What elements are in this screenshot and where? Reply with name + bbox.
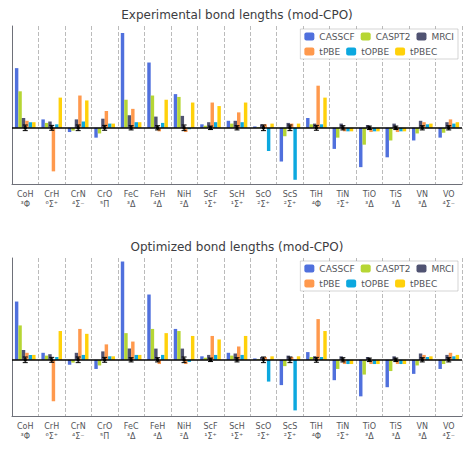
svg-text:³Δ: ³Δ <box>418 432 427 441</box>
svg-text:²Δ: ²Δ <box>180 432 189 441</box>
svg-text:⁶Σ⁺: ⁶Σ⁺ <box>45 432 57 441</box>
svg-text:CASSCF: CASSCF <box>319 264 354 274</box>
svg-text:FeC: FeC <box>124 190 139 199</box>
svg-text:TiN: TiN <box>335 190 349 199</box>
svg-text:tPBE: tPBE <box>319 279 340 289</box>
svg-text:³Δ: ³Δ <box>127 432 136 441</box>
svg-text:CASPT2: CASPT2 <box>376 264 411 274</box>
svg-text:³Δ: ³Δ <box>365 200 374 209</box>
svg-text:⁵Π: ⁵Π <box>100 200 109 209</box>
svg-text:³Δ: ³Δ <box>365 432 374 441</box>
svg-text:⁴Σ⁻: ⁴Σ⁻ <box>443 432 455 441</box>
svg-text:²Δ: ²Δ <box>180 200 189 209</box>
svg-text:²Σ⁺: ²Σ⁺ <box>257 200 269 209</box>
svg-text:VO: VO <box>443 422 455 431</box>
svg-text:⁴Σ⁻: ⁴Σ⁻ <box>443 200 455 209</box>
svg-text:³Φ: ³Φ <box>20 432 30 441</box>
svg-text:TiH: TiH <box>309 422 323 431</box>
svg-text:tOPBE: tOPBE <box>361 47 389 57</box>
svg-text:⁶Σ⁺: ⁶Σ⁺ <box>45 200 57 209</box>
svg-text:Experimental bond lengths (mod: Experimental bond lengths (mod-CPO) <box>121 8 353 22</box>
svg-text:TiN: TiN <box>335 422 349 431</box>
svg-text:⁵Π: ⁵Π <box>100 432 109 441</box>
svg-text:²Σ⁺: ²Σ⁺ <box>337 432 349 441</box>
svg-text:ScH: ScH <box>229 422 245 431</box>
svg-text:⁴Φ: ⁴Φ <box>312 200 322 209</box>
svg-text:tPBE: tPBE <box>319 47 340 57</box>
svg-text:TiS: TiS <box>389 422 402 431</box>
svg-text:³Δ: ³Δ <box>391 432 400 441</box>
svg-text:³Δ: ³Δ <box>127 200 136 209</box>
svg-text:CrO: CrO <box>97 190 112 199</box>
svg-text:NiH: NiH <box>177 190 191 199</box>
svg-text:²Σ⁺: ²Σ⁺ <box>337 200 349 209</box>
svg-text:¹Σ⁺: ¹Σ⁺ <box>204 200 216 209</box>
svg-text:²Σ⁺: ²Σ⁺ <box>284 200 296 209</box>
svg-text:CoH: CoH <box>17 422 33 431</box>
svg-text:NiH: NiH <box>177 422 191 431</box>
svg-text:VN: VN <box>417 422 428 431</box>
svg-text:³Δ: ³Δ <box>418 200 427 209</box>
svg-text:CrN: CrN <box>71 422 86 431</box>
svg-text:¹Σ⁺: ¹Σ⁺ <box>231 200 243 209</box>
svg-text:CrO: CrO <box>97 422 112 431</box>
svg-text:⁴Φ: ⁴Φ <box>312 432 322 441</box>
svg-text:FeH: FeH <box>150 190 165 199</box>
svg-text:³Φ: ³Φ <box>20 200 30 209</box>
svg-text:⁴Δ: ⁴Δ <box>153 432 162 441</box>
svg-text:⁴Σ⁻: ⁴Σ⁻ <box>72 200 84 209</box>
svg-text:TiH: TiH <box>309 190 323 199</box>
svg-text:ScS: ScS <box>283 190 298 199</box>
svg-text:TiO: TiO <box>362 422 376 431</box>
svg-text:MRCI: MRCI <box>431 32 454 42</box>
svg-text:TiO: TiO <box>362 190 376 199</box>
svg-text:CASPT2: CASPT2 <box>376 32 411 42</box>
svg-text:FeC: FeC <box>124 422 139 431</box>
svg-text:ScS: ScS <box>283 422 298 431</box>
svg-text:ScO: ScO <box>256 422 272 431</box>
svg-text:FeH: FeH <box>150 422 165 431</box>
svg-text:VN: VN <box>417 190 428 199</box>
svg-text:MRCI: MRCI <box>431 264 454 274</box>
svg-text:⁴Σ⁻: ⁴Σ⁻ <box>72 432 84 441</box>
svg-text:¹Σ⁺: ¹Σ⁺ <box>231 432 243 441</box>
svg-text:tPBEC: tPBEC <box>410 47 437 57</box>
svg-text:¹Σ⁺: ¹Σ⁺ <box>204 432 216 441</box>
svg-text:tOPBE: tOPBE <box>361 279 389 289</box>
svg-text:²Σ⁺: ²Σ⁺ <box>284 432 296 441</box>
svg-text:ScF: ScF <box>203 422 217 431</box>
svg-text:ScO: ScO <box>256 190 272 199</box>
svg-text:TiS: TiS <box>389 190 402 199</box>
svg-text:CASSCF: CASSCF <box>319 32 354 42</box>
svg-text:CoH: CoH <box>17 190 33 199</box>
svg-text:CrH: CrH <box>44 190 59 199</box>
svg-text:tPBEC: tPBEC <box>410 279 437 289</box>
svg-text:ScF: ScF <box>203 190 217 199</box>
svg-text:Optimized bond lengths (mod-CP: Optimized bond lengths (mod-CPO) <box>131 240 344 254</box>
svg-text:³Δ: ³Δ <box>391 200 400 209</box>
svg-text:²Σ⁺: ²Σ⁺ <box>257 432 269 441</box>
svg-text:CrH: CrH <box>44 422 59 431</box>
svg-text:VO: VO <box>443 190 455 199</box>
svg-text:⁴Δ: ⁴Δ <box>153 200 162 209</box>
svg-text:CrN: CrN <box>71 190 86 199</box>
svg-text:ScH: ScH <box>229 190 245 199</box>
